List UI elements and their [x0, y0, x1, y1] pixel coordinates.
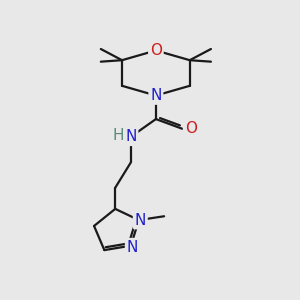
- Text: N: N: [127, 240, 138, 255]
- Text: H: H: [113, 128, 124, 143]
- Text: O: O: [184, 121, 196, 136]
- Text: N: N: [125, 129, 136, 144]
- Text: N: N: [150, 88, 162, 103]
- Text: O: O: [150, 43, 162, 58]
- Text: N: N: [135, 213, 146, 228]
